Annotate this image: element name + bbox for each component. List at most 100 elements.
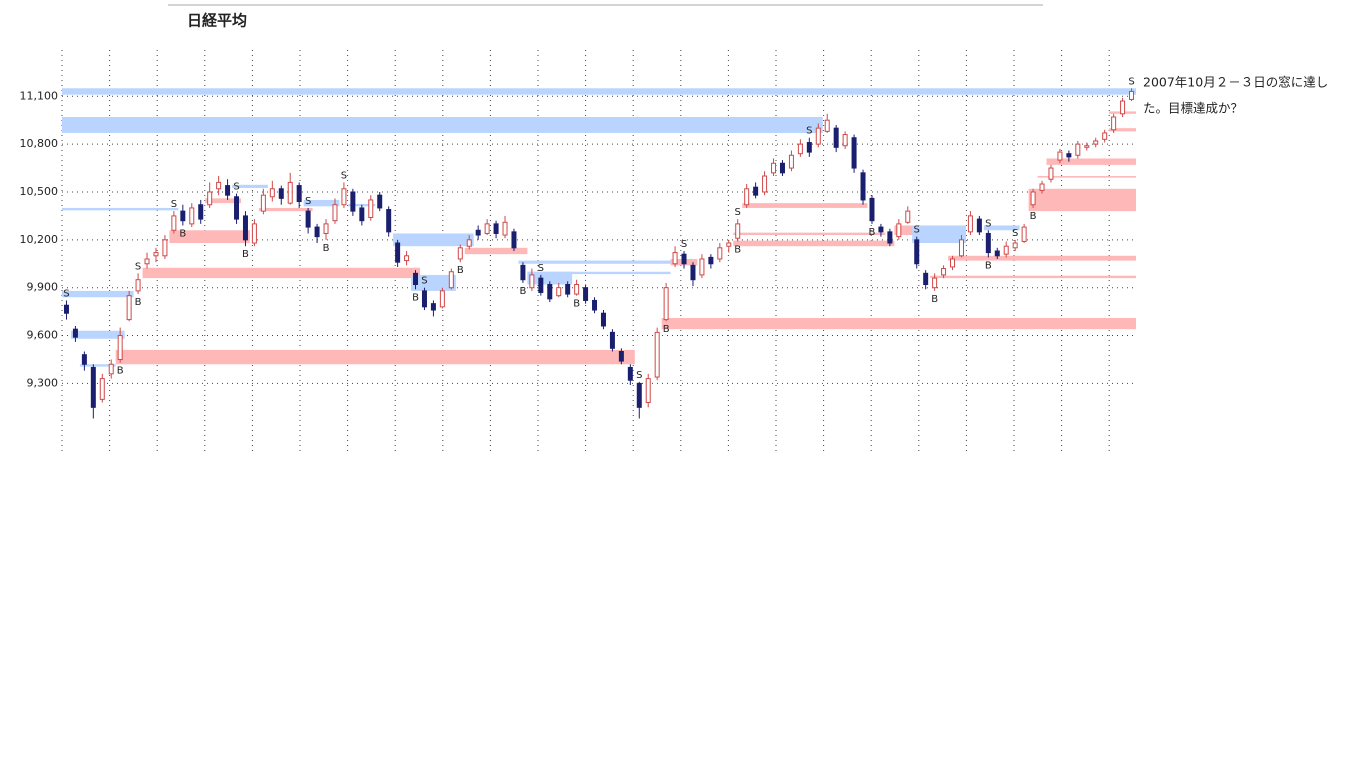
candle-body [797,143,803,155]
candle-body [762,175,768,193]
candle-body [1075,143,1081,156]
candle-body [636,382,642,408]
candle-body [278,188,284,199]
chart-title: 日経平均 [187,12,247,30]
candle-body [99,378,105,400]
gap-window [411,274,456,291]
candle-body [502,221,508,236]
candle-body [475,229,481,236]
candle-body [305,210,311,228]
candle-body [583,287,589,301]
candle-body [726,242,732,247]
gap-window [912,225,966,244]
candle-body [341,188,347,206]
candle-body [994,250,1000,257]
y-tick-label: 9,900 [27,281,59,294]
signal-label: S [135,261,141,272]
candle-body [332,204,338,222]
candle-body [663,287,669,321]
candle-body [63,304,69,314]
candle-body [207,191,213,206]
candle-body [368,199,374,218]
candle-body [717,247,723,260]
signal-label: S [1128,76,1134,87]
candle-body [144,258,150,265]
signal-label: B [985,260,992,271]
candle-body [690,264,696,281]
y-tick-label: 11,100 [20,89,59,102]
candle-body [439,290,445,308]
gap-window [527,271,671,275]
candle-body [153,252,159,257]
gap-window [1028,188,1136,212]
signal-label: B [457,265,464,276]
candle-body [547,284,553,300]
signal-label: S [421,276,427,287]
candle-body [985,232,991,254]
candle-body [296,185,302,203]
candle-body [484,223,490,234]
candle-body [377,194,383,209]
candle-body [251,223,257,244]
candle-body [618,351,624,362]
candle-body [216,181,222,190]
candle-body [851,137,857,169]
candle-body [404,255,410,262]
candle-body [574,284,580,295]
candle-body [1021,226,1027,242]
candle-body [1003,245,1009,255]
signal-label: S [735,207,741,218]
candle-body [627,366,633,381]
candle-body [234,196,240,220]
candle-body [914,239,920,265]
signal-label: S [233,182,239,193]
signal-label: B [931,294,938,305]
candle-body [314,226,320,238]
candle-body [887,231,893,244]
candle-body [260,194,266,212]
candle-body [395,242,401,263]
candle-body [413,272,419,286]
candle-body [538,277,544,293]
candle-body [1012,242,1018,249]
gap-window [142,267,421,279]
candle-body [869,197,875,222]
candle-body [565,284,571,295]
gap-window [303,199,340,207]
candle-body [645,378,651,404]
candle-body [833,127,839,148]
signal-label: B [663,324,670,335]
gap-window [62,117,823,133]
gap-window [733,240,895,247]
gap-window [169,230,250,244]
gap-window [115,349,635,365]
signal-label: B [179,228,186,239]
candle-body [269,188,275,198]
candle-body [860,172,866,201]
candle-body [72,328,78,338]
signal-label: B [519,286,526,297]
candle-body [1084,145,1090,148]
signal-label: B [1030,211,1037,222]
candle-body [421,290,427,308]
candle-body [198,204,204,220]
signal-label: B [323,243,330,254]
gap-window [661,318,1136,330]
candle-body [359,207,365,222]
candle-body [932,277,938,289]
gap-window [62,88,1136,95]
candle-body [672,252,678,265]
candle-body [905,210,911,223]
signal-label: S [538,263,544,274]
gap-window [464,247,528,255]
signal-label: S [341,170,347,181]
candle-body [1111,116,1117,131]
candle-body [771,162,777,174]
candle-body [744,188,750,206]
gap-window [62,290,134,298]
candle-body [654,331,660,378]
candle-body [681,253,687,265]
signal-label: S [636,370,642,381]
candle-body [350,191,356,212]
